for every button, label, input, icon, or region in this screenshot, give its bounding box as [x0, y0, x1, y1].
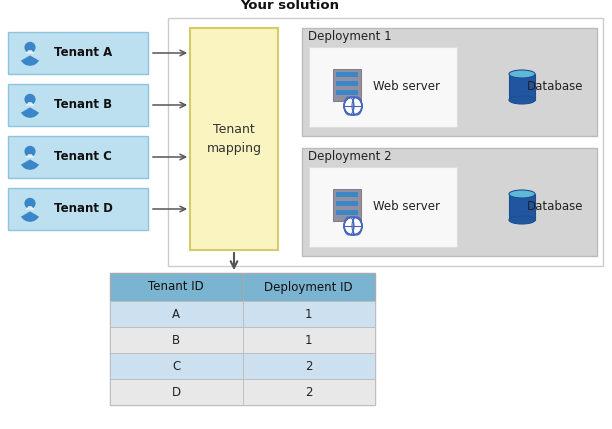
Circle shape — [344, 97, 362, 115]
Text: Deployment ID: Deployment ID — [264, 281, 353, 293]
Text: Deployment 2: Deployment 2 — [308, 150, 392, 163]
Bar — [333, 189, 361, 221]
Bar — [509, 194, 535, 220]
Ellipse shape — [509, 216, 535, 224]
Ellipse shape — [509, 96, 535, 104]
Ellipse shape — [509, 70, 535, 78]
Text: Tenant C: Tenant C — [54, 151, 112, 163]
Text: 2: 2 — [305, 360, 313, 372]
Bar — [333, 69, 361, 101]
Bar — [242, 327, 375, 353]
Wedge shape — [21, 55, 39, 66]
Text: 2: 2 — [305, 386, 313, 399]
Bar — [309, 47, 457, 127]
Bar — [336, 192, 358, 197]
Bar — [110, 353, 242, 379]
Text: Web server: Web server — [373, 200, 440, 214]
Text: 1: 1 — [305, 333, 313, 347]
Bar — [336, 90, 358, 95]
Bar — [336, 210, 358, 215]
Bar — [509, 74, 535, 100]
Bar — [242, 273, 375, 301]
Polygon shape — [26, 50, 34, 53]
Wedge shape — [21, 107, 39, 118]
Text: Deployment 1: Deployment 1 — [308, 30, 392, 43]
Bar — [110, 301, 242, 327]
Circle shape — [24, 146, 35, 157]
Bar — [110, 273, 375, 405]
Text: C: C — [172, 360, 181, 372]
Text: Tenant A: Tenant A — [54, 46, 112, 60]
Wedge shape — [21, 211, 39, 222]
Bar — [302, 28, 597, 136]
Text: 1: 1 — [305, 308, 313, 320]
Polygon shape — [26, 102, 34, 106]
Text: Tenant ID: Tenant ID — [148, 281, 204, 293]
Text: D: D — [172, 386, 181, 399]
Polygon shape — [26, 206, 34, 209]
Text: Database: Database — [527, 200, 583, 214]
Bar — [302, 148, 597, 256]
Bar — [242, 379, 375, 405]
Bar — [242, 353, 375, 379]
Text: A: A — [172, 308, 181, 320]
Bar — [110, 379, 242, 405]
Bar — [110, 273, 242, 301]
Bar — [336, 201, 358, 206]
Bar — [8, 188, 148, 230]
Text: Your solution: Your solution — [241, 0, 339, 12]
Bar — [242, 301, 375, 327]
Bar — [309, 167, 457, 247]
Circle shape — [344, 217, 362, 235]
Text: Database: Database — [527, 81, 583, 94]
Bar — [8, 84, 148, 126]
Circle shape — [24, 42, 35, 53]
Circle shape — [24, 198, 35, 209]
Text: Web server: Web server — [373, 81, 440, 94]
Bar — [110, 327, 242, 353]
Polygon shape — [26, 154, 34, 157]
Circle shape — [24, 94, 35, 105]
Bar — [8, 136, 148, 178]
Bar — [8, 32, 148, 74]
Bar — [336, 81, 358, 86]
Bar — [190, 28, 278, 250]
Text: Tenant
mapping: Tenant mapping — [206, 123, 261, 155]
Wedge shape — [21, 160, 39, 170]
Ellipse shape — [509, 190, 535, 198]
Text: Tenant D: Tenant D — [54, 202, 113, 215]
Text: Tenant B: Tenant B — [54, 99, 112, 112]
Bar — [168, 18, 603, 266]
Text: B: B — [172, 333, 181, 347]
Bar — [336, 72, 358, 77]
